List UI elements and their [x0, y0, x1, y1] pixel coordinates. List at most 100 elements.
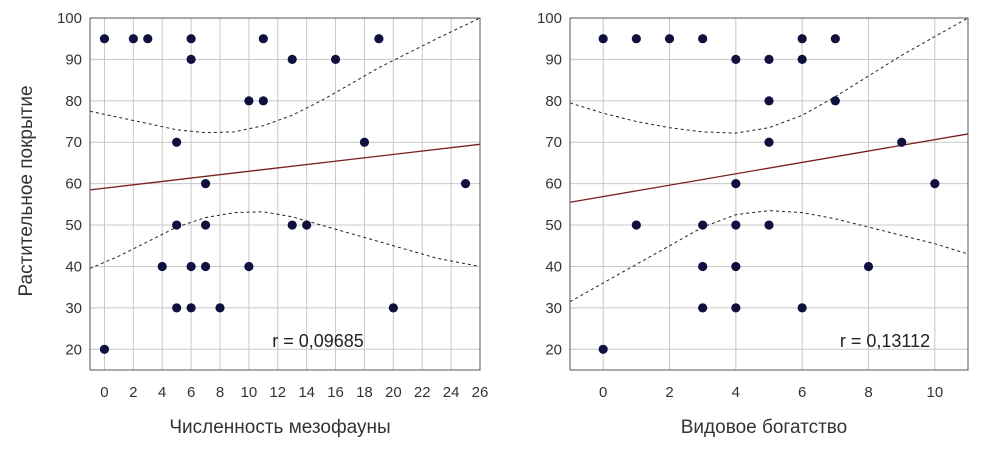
confidence-upper-curve [89, 17, 481, 134]
plot-frame [569, 17, 969, 371]
y-tick-labels: 20 30 40 50 60 70 80 90 100 [537, 10, 562, 358]
y-tick-label: 40 [545, 258, 562, 275]
y-tick-label: 50 [65, 217, 82, 234]
data-point [897, 137, 907, 147]
data-point [128, 34, 138, 44]
correlation-annotation: r = 0,09685 [272, 331, 364, 351]
x-axis-title: Видовое богатство [681, 417, 847, 438]
data-point [258, 34, 268, 44]
data-point [330, 54, 341, 65]
y-tick-label: 40 [65, 258, 82, 275]
data-point [731, 220, 741, 230]
data-point [359, 137, 370, 147]
x-tick-label: 2 [665, 384, 673, 401]
y-tick-label: 20 [65, 341, 82, 358]
y-tick-label: 100 [537, 10, 562, 27]
data-point [172, 137, 182, 147]
data-point [186, 34, 196, 44]
data-point [698, 261, 708, 272]
x-tick-label: 4 [732, 384, 740, 401]
data-point [374, 34, 384, 44]
data-point [731, 179, 741, 189]
scatter-chart-mesofauna: 0 2 4 6 8 10 12 14 16 18 20 22 24 26 2030405060708090… [57, 10, 488, 438]
data-point [664, 34, 675, 44]
y-tick-label: 90 [65, 51, 82, 68]
data-point [863, 261, 874, 272]
data-point [631, 220, 641, 230]
y-tick-label: 20 [545, 341, 562, 358]
confidence-bands [569, 17, 969, 303]
x-tick-label: 8 [864, 384, 872, 401]
data-point [186, 261, 196, 272]
y-tick-label: 30 [545, 300, 562, 317]
confidence-upper-curve [569, 17, 969, 134]
data-point [731, 261, 741, 272]
data-point [930, 179, 940, 189]
x-tick-label: 22 [414, 384, 431, 401]
x-tick-label: 16 [327, 384, 344, 401]
data-point [302, 220, 312, 230]
data-point [200, 261, 211, 272]
x-tick-label: 6 [798, 384, 806, 401]
x-tick-label: 26 [472, 384, 489, 401]
y-tick-label: 80 [545, 93, 562, 110]
data-point [698, 220, 708, 230]
x-tick-label: 14 [298, 384, 315, 401]
x-tick-label: 10 [926, 384, 943, 401]
y-tick-label: 60 [545, 176, 562, 193]
data-point [764, 137, 774, 147]
y-tick-labels: 20 30 40 50 60 70 80 90 100 [57, 10, 82, 358]
x-tick-label: 8 [216, 384, 224, 401]
data-point [764, 220, 774, 230]
data-point [287, 220, 297, 230]
data-point [157, 261, 167, 272]
data-point [186, 303, 196, 313]
data-point [731, 54, 741, 65]
confidence-lower-curve [89, 211, 481, 269]
data-point [172, 220, 182, 230]
data-point [244, 261, 254, 272]
y-tick-label: 70 [65, 134, 82, 151]
data-point [172, 303, 182, 313]
data-points [598, 34, 940, 354]
data-point [215, 303, 225, 313]
y-tick-label: 80 [65, 93, 82, 110]
y-tick-label: 70 [545, 134, 562, 151]
data-point [797, 303, 807, 313]
x-tick-label: 4 [158, 384, 166, 401]
data-point [830, 34, 840, 44]
data-point [244, 96, 254, 106]
data-point [830, 96, 840, 106]
x-tick-label: 6 [187, 384, 195, 401]
y-axis-title: Растительное покрытие [16, 85, 37, 296]
data-point [200, 179, 211, 189]
confidence-bands [89, 17, 481, 269]
x-tick-label: 0 [599, 384, 607, 401]
regression-line [89, 143, 481, 191]
data-point [797, 34, 807, 44]
data-point [764, 96, 774, 106]
data-point [143, 34, 153, 44]
y-tick-label: 60 [65, 176, 82, 193]
data-point [598, 344, 608, 354]
data-point [287, 54, 297, 65]
x-axis-title: Численность мезофауны [169, 417, 390, 438]
data-point [200, 220, 211, 230]
y-tick-label: 50 [545, 217, 562, 234]
data-point [388, 303, 398, 313]
x-tick-labels: 0 2 4 6 8 10 12 14 16 18 20 22 24 26 [100, 384, 488, 401]
x-tick-label: 18 [356, 384, 373, 401]
x-tick-label: 0 [100, 384, 108, 401]
data-point [99, 344, 110, 354]
data-point [598, 34, 608, 44]
plot-frame [89, 17, 481, 371]
y-tick-label: 90 [545, 51, 562, 68]
x-tick-label: 10 [241, 384, 258, 401]
chart-grid [570, 17, 968, 370]
chart-grid [90, 17, 481, 370]
x-tick-label: 2 [129, 384, 137, 401]
x-tick-labels: 0 2 4 6 8 10 [599, 384, 943, 401]
data-point [258, 96, 268, 106]
data-point [99, 34, 110, 44]
x-tick-label: 12 [269, 384, 286, 401]
